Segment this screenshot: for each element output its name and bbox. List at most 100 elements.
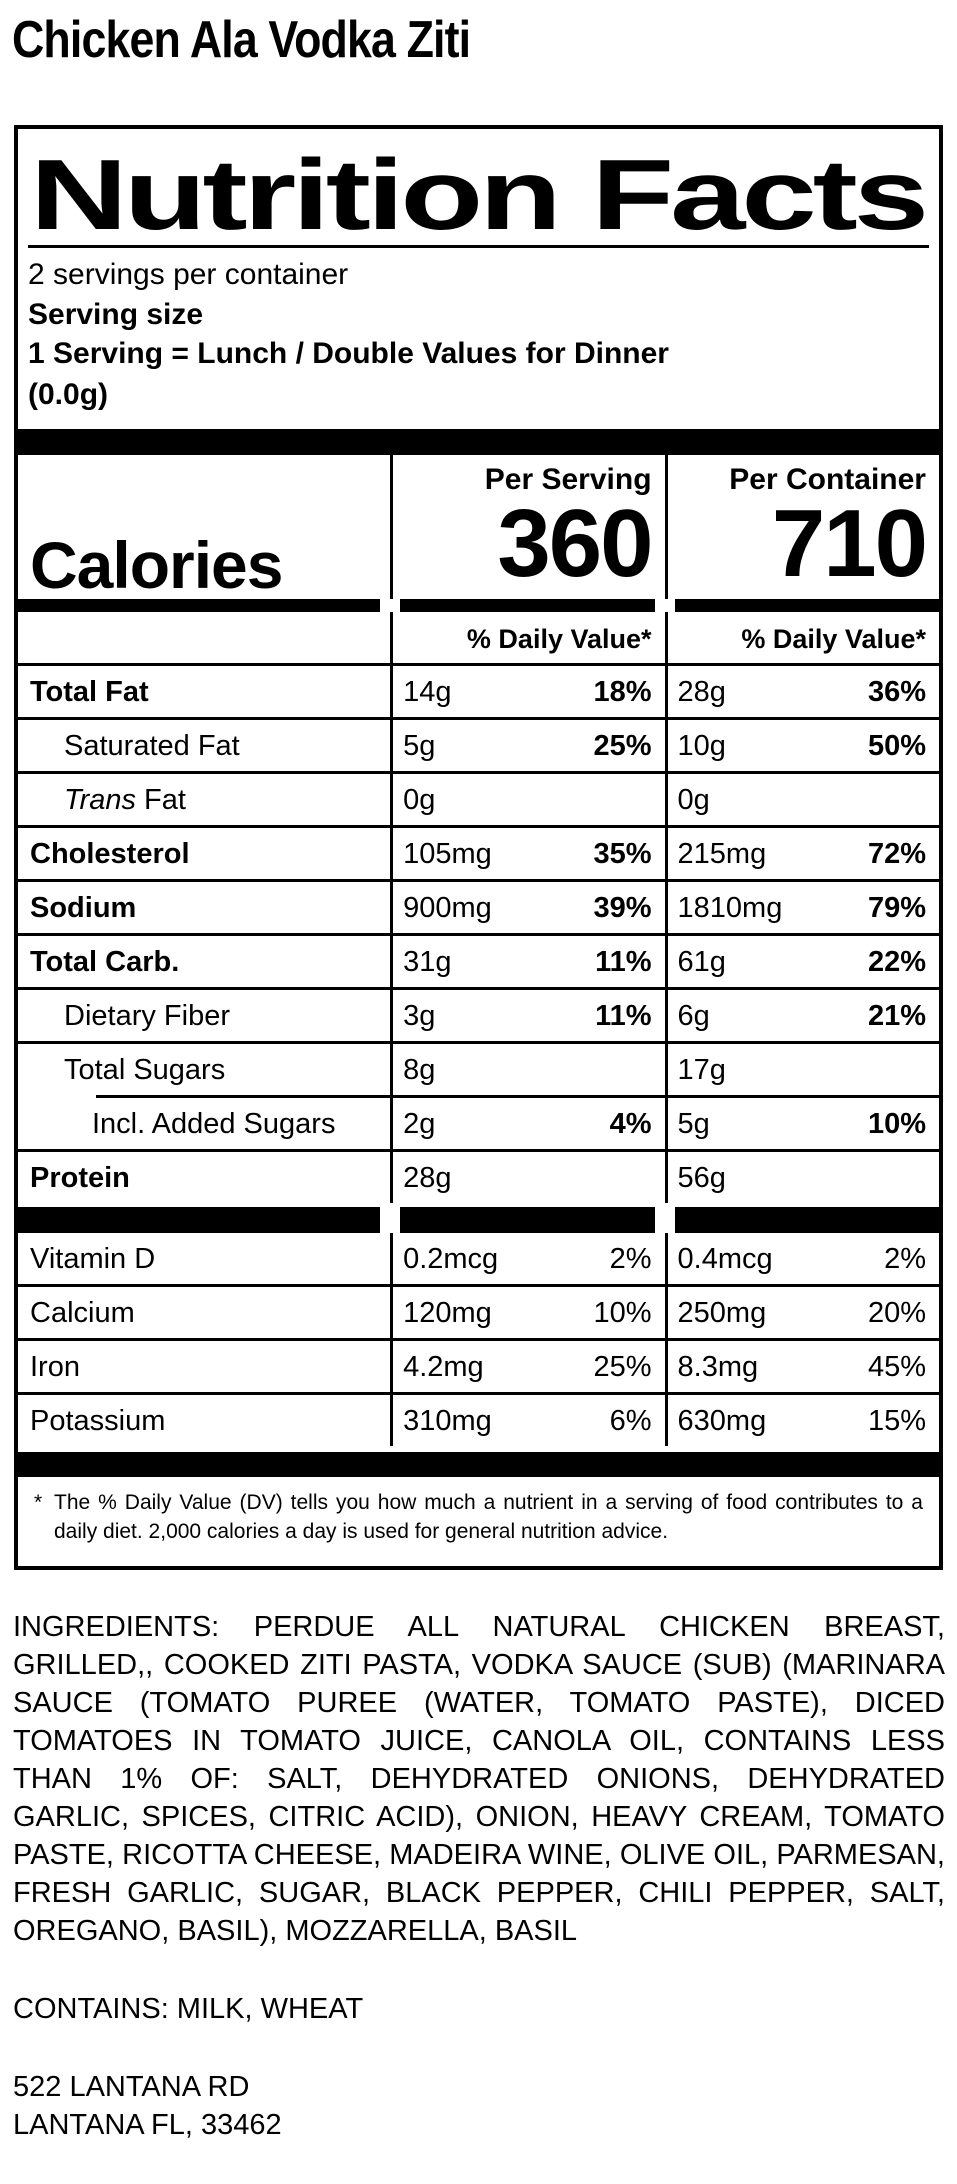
nutrient-name: Cholesterol (18, 828, 391, 883)
daily-value-header-serving: % Daily Value* (390, 612, 665, 667)
nutrient-name: Sodium (18, 882, 391, 937)
vitamin-name: Vitamin D (18, 1233, 391, 1288)
serving-size-label: Serving size (28, 298, 204, 332)
per-serving-cell: 2g 4% (390, 1098, 665, 1153)
nutrition-facts-label: Nutrition Facts 2 servings per container… (14, 125, 943, 1571)
per-container-cell: 8.3mg 45% (664, 1341, 939, 1396)
serving-amount: 105mg (403, 838, 492, 871)
container-daily-value: 2% (884, 1243, 926, 1276)
nutrient-row-added-sugars: Incl. Added Sugars 2g 4% 5g 10% (18, 1098, 939, 1153)
vitamins-bar-serving (390, 1207, 664, 1234)
container-amount: 215mg (677, 838, 767, 871)
per-container-cell: 630mg 15% (664, 1395, 939, 1447)
serving-amount: 3g (403, 1000, 436, 1033)
nutrition-facts-title-container: Nutrition Facts (30, 139, 928, 241)
serving-daily-value: 11% (595, 946, 652, 979)
container-amount: 1810mg (677, 892, 783, 925)
calories-per-serving-cell: Per Serving 360 (390, 455, 664, 600)
serving-amount: 5g (403, 730, 436, 763)
container-amount: 630mg (677, 1405, 767, 1438)
serving-statement-line1: 1 Serving = Lunch / Double Values for Di… (28, 337, 669, 371)
serving-statement: 1 Serving = Lunch / Double Values for Di… (18, 332, 939, 415)
per-serving-cell: 120mg 10% (390, 1287, 665, 1342)
footnote-text: The % Daily Value (DV) tells you how muc… (54, 1491, 923, 1543)
title-divider (28, 245, 929, 249)
calories-label: Calories (30, 527, 283, 602)
serving-amount: 900mg (403, 892, 492, 925)
container-daily-value: 50% (867, 730, 926, 763)
vitamins-bar-left (18, 1207, 390, 1234)
serving-amount: 4.2mg (403, 1351, 484, 1384)
serving-statement-line2: (0.0g) (28, 377, 109, 411)
serving-daily-value: 4% (609, 1108, 652, 1141)
per-serving-cell: 8g (390, 1044, 665, 1099)
per-serving-cell: 31g 11% (390, 936, 665, 991)
product-title: Chicken Ala Vodka Ziti (12, 11, 471, 69)
daily-value-header-spacer (18, 612, 391, 667)
thick-divider-bar (18, 429, 939, 456)
container-amount: 17g (677, 1054, 726, 1087)
container-amount: 5g (677, 1108, 710, 1141)
container-daily-value: 10% (867, 1108, 926, 1141)
container-amount: 61g (677, 946, 726, 979)
calories-bar-left (18, 599, 390, 613)
per-serving-cell: 14g 18% (390, 666, 665, 721)
serving-amount: 310mg (403, 1405, 492, 1438)
nutrient-name: Saturated Fat (18, 720, 391, 775)
container-amount: 8.3mg (677, 1351, 759, 1384)
calories-section: Calories Per Serving 360 Per Container 7… (18, 455, 939, 600)
address-line-1: 522 LANTANA RD (13, 2071, 250, 2104)
calories-label-cell: Calories (18, 455, 390, 599)
nutrient-row-sodium: Sodium 900mg 39% 1810mg 79% (18, 882, 939, 937)
nutrient-name: Dietary Fiber (18, 990, 391, 1045)
container-daily-value: 45% (867, 1351, 926, 1384)
container-amount: 0.4mcg (677, 1243, 773, 1276)
contains-statement: CONTAINS: MILK, WHEAT (13, 1993, 364, 2026)
serving-daily-value: 10% (593, 1297, 652, 1330)
nutrient-row-total-carb: Total Carb. 31g 11% 61g 22% (18, 936, 939, 991)
serving-amount: 14g (403, 676, 452, 709)
ingredients-paragraph: INGREDIENTS: PERDUE ALL NATURAL CHICKEN … (13, 1611, 945, 1948)
footnote-divider-bar (18, 1452, 939, 1478)
serving-amount: 8g (403, 1054, 436, 1087)
per-serving-cell: 0.2mcg 2% (390, 1233, 665, 1288)
nutrient-name: Protein (30, 1162, 130, 1195)
serving-amount: 0g (403, 784, 436, 817)
daily-value-header-container: % Daily Value* (664, 612, 939, 667)
per-container-cell: 215mg 72% (664, 828, 939, 883)
serving-daily-value: 6% (609, 1405, 652, 1438)
per-serving-cell: 3g 11% (390, 990, 665, 1045)
per-container-cell: 61g 22% (664, 936, 939, 991)
vitamins-bar-container (665, 1207, 939, 1234)
container-daily-value: 22% (867, 946, 926, 979)
container-amount: 56g (677, 1162, 726, 1195)
per-container-cell: 0g (664, 774, 939, 829)
manufacturer-address: 522 LANTANA RD LANTANA FL, 33462 (13, 2068, 945, 2144)
per-serving-cell: 0g (390, 774, 665, 829)
vitamin-row-iron: Iron 4.2mg 25% 8.3mg 45% (18, 1341, 939, 1396)
container-amount: 28g (677, 676, 726, 709)
calories-per-container-cell: Per Container 710 (664, 455, 939, 600)
per-container-cell: 28g 36% (664, 666, 939, 721)
calories-per-container-value: 710 (771, 490, 928, 598)
footnote: * The % Daily Value (DV) tells you how m… (18, 1477, 939, 1566)
serving-amount: 28g (403, 1162, 452, 1195)
vitamins-divider-bars (18, 1207, 939, 1234)
nutrient-name: Total Fat (18, 666, 391, 721)
nutrient-row-saturated-fat: Saturated Fat 5g 25% 10g 50% (18, 720, 939, 775)
per-container-cell: 1810mg 79% (664, 882, 939, 937)
per-serving-cell: 5g 25% (390, 720, 665, 775)
nutrient-name: Incl. Added Sugars (18, 1098, 391, 1153)
serving-amount: 2g (403, 1108, 436, 1141)
nutrient-row-protein: Protein 28g 56g (18, 1152, 939, 1204)
container-daily-value: 72% (867, 838, 926, 871)
nutrient-row-total-fat: Total Fat 14g 18% 28g 36% (18, 666, 939, 721)
serving-daily-value: 18% (593, 676, 652, 709)
container-daily-value: 15% (867, 1405, 926, 1438)
serving-daily-value: 35% (593, 838, 652, 871)
container-daily-value: 20% (867, 1297, 926, 1330)
footnote-asterisk: * (34, 1491, 43, 1515)
per-serving-cell: 900mg 39% (390, 882, 665, 937)
per-container-cell: 5g 10% (664, 1098, 939, 1153)
serving-daily-value: 2% (609, 1243, 652, 1276)
